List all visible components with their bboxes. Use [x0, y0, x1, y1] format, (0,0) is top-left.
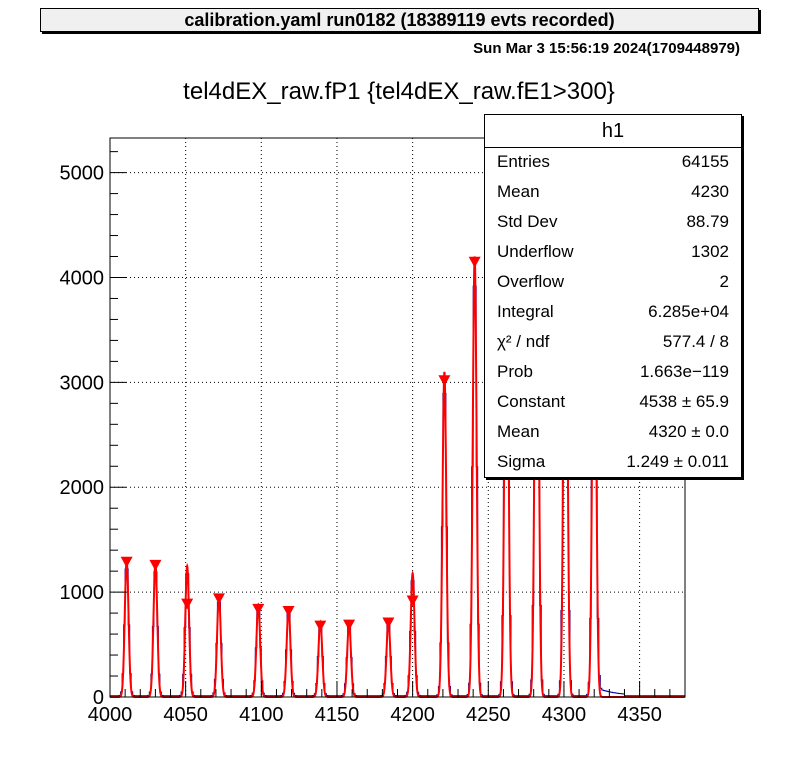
stats-row: Prob 1.663e−119 [497, 358, 729, 388]
x-tick-label: 4300 [542, 704, 587, 726]
stats-row: Overflow 2 [497, 268, 729, 298]
stats-label: Overflow [497, 272, 565, 291]
x-tick-label: 4000 [88, 704, 133, 726]
stats-value: 4230 [691, 182, 729, 201]
stats-label: Integral [497, 302, 554, 321]
x-tick-label: 4350 [617, 704, 662, 726]
peak-marker [343, 619, 356, 631]
stats-value: 1.663e−119 [639, 362, 729, 381]
y-tick-label: 0 [93, 687, 104, 709]
stats-title: h1 [485, 115, 741, 148]
x-tick-label: 4200 [390, 704, 435, 726]
stats-row: Sigma 1.249 ± 0.011 [497, 448, 729, 478]
y-tick-label: 5000 [60, 163, 105, 185]
stats-row: Entries 64155 [497, 148, 729, 178]
stats-label: Underflow [497, 242, 574, 261]
peak-marker [282, 606, 295, 617]
datetime-label: Sun Mar 3 15:56:19 2024(1709448979) [473, 40, 740, 57]
stats-label: Sigma [497, 452, 546, 471]
peak-markers [120, 256, 481, 632]
stats-label: Mean [497, 182, 540, 201]
x-tick-label: 4250 [466, 704, 511, 726]
stats-row: χ² / ndf 577.4 / 8 [497, 328, 729, 358]
x-tick-label: 4100 [239, 704, 284, 726]
stats-row: Integral 6.285e+04 [497, 298, 729, 328]
stats-row: Std Dev 88.79 [497, 208, 729, 238]
peak-marker [438, 375, 451, 387]
canvas-title: calibration.yaml run0182 (18389119 evts … [184, 10, 615, 30]
peak-marker [212, 593, 225, 605]
stats-label: Std Dev [497, 212, 558, 231]
stats-value: 1.249 ± 0.011 [626, 452, 729, 471]
stats-label: Entries [497, 152, 550, 171]
peak-marker [382, 617, 395, 629]
stats-label: Prob [497, 362, 533, 381]
y-tick-label: 1000 [60, 582, 105, 604]
x-tick-label: 4150 [315, 704, 360, 726]
stats-box: h1 Entries 64155 Mean 4230 Std Dev 88.79 Un… [484, 114, 742, 478]
peak-marker [149, 559, 162, 571]
stats-row: Mean 4230 [497, 178, 729, 208]
stats-value: 88.79 [686, 212, 729, 231]
stats-label: χ² / ndf [497, 332, 550, 351]
stats-row: Mean 4320 ± 0.0 [497, 418, 729, 448]
peak-marker [314, 620, 327, 632]
stats-row: Constant 4538 ± 65.9 [497, 388, 729, 418]
peak-marker [406, 595, 419, 607]
stats-label: Constant [497, 392, 566, 411]
stats-value: 64155 [681, 152, 729, 171]
y-tick-label: 2000 [60, 477, 105, 499]
canvas-title-banner: calibration.yaml run0182 (18389119 evts … [40, 8, 759, 32]
stats-value: 4538 ± 65.9 [639, 392, 729, 411]
peak-marker [252, 603, 265, 615]
stats-value: 577.4 / 8 [662, 332, 729, 351]
peak-marker [120, 556, 133, 568]
stats-row: Underflow 1302 [497, 238, 729, 268]
axes: 4000 4050 4100 4150 4200 4250 4300 4350 0 1000 200… [60, 151, 671, 726]
x-tick-label: 4050 [163, 704, 208, 726]
peak-marker [468, 256, 481, 268]
peak-marker [181, 598, 194, 610]
stats-value: 2 [719, 272, 729, 291]
stats-value: 1302 [691, 242, 729, 261]
stats-label: Mean [497, 422, 540, 441]
y-tick-label: 4000 [60, 267, 105, 289]
stats-value: 4320 ± 0.0 [648, 422, 729, 441]
plot-title: tel4dEX_raw.fP1 {tel4dEX_raw.fE1>300} [183, 78, 615, 105]
y-tick-label: 3000 [60, 372, 105, 394]
stats-value: 6.285e+04 [648, 302, 729, 321]
